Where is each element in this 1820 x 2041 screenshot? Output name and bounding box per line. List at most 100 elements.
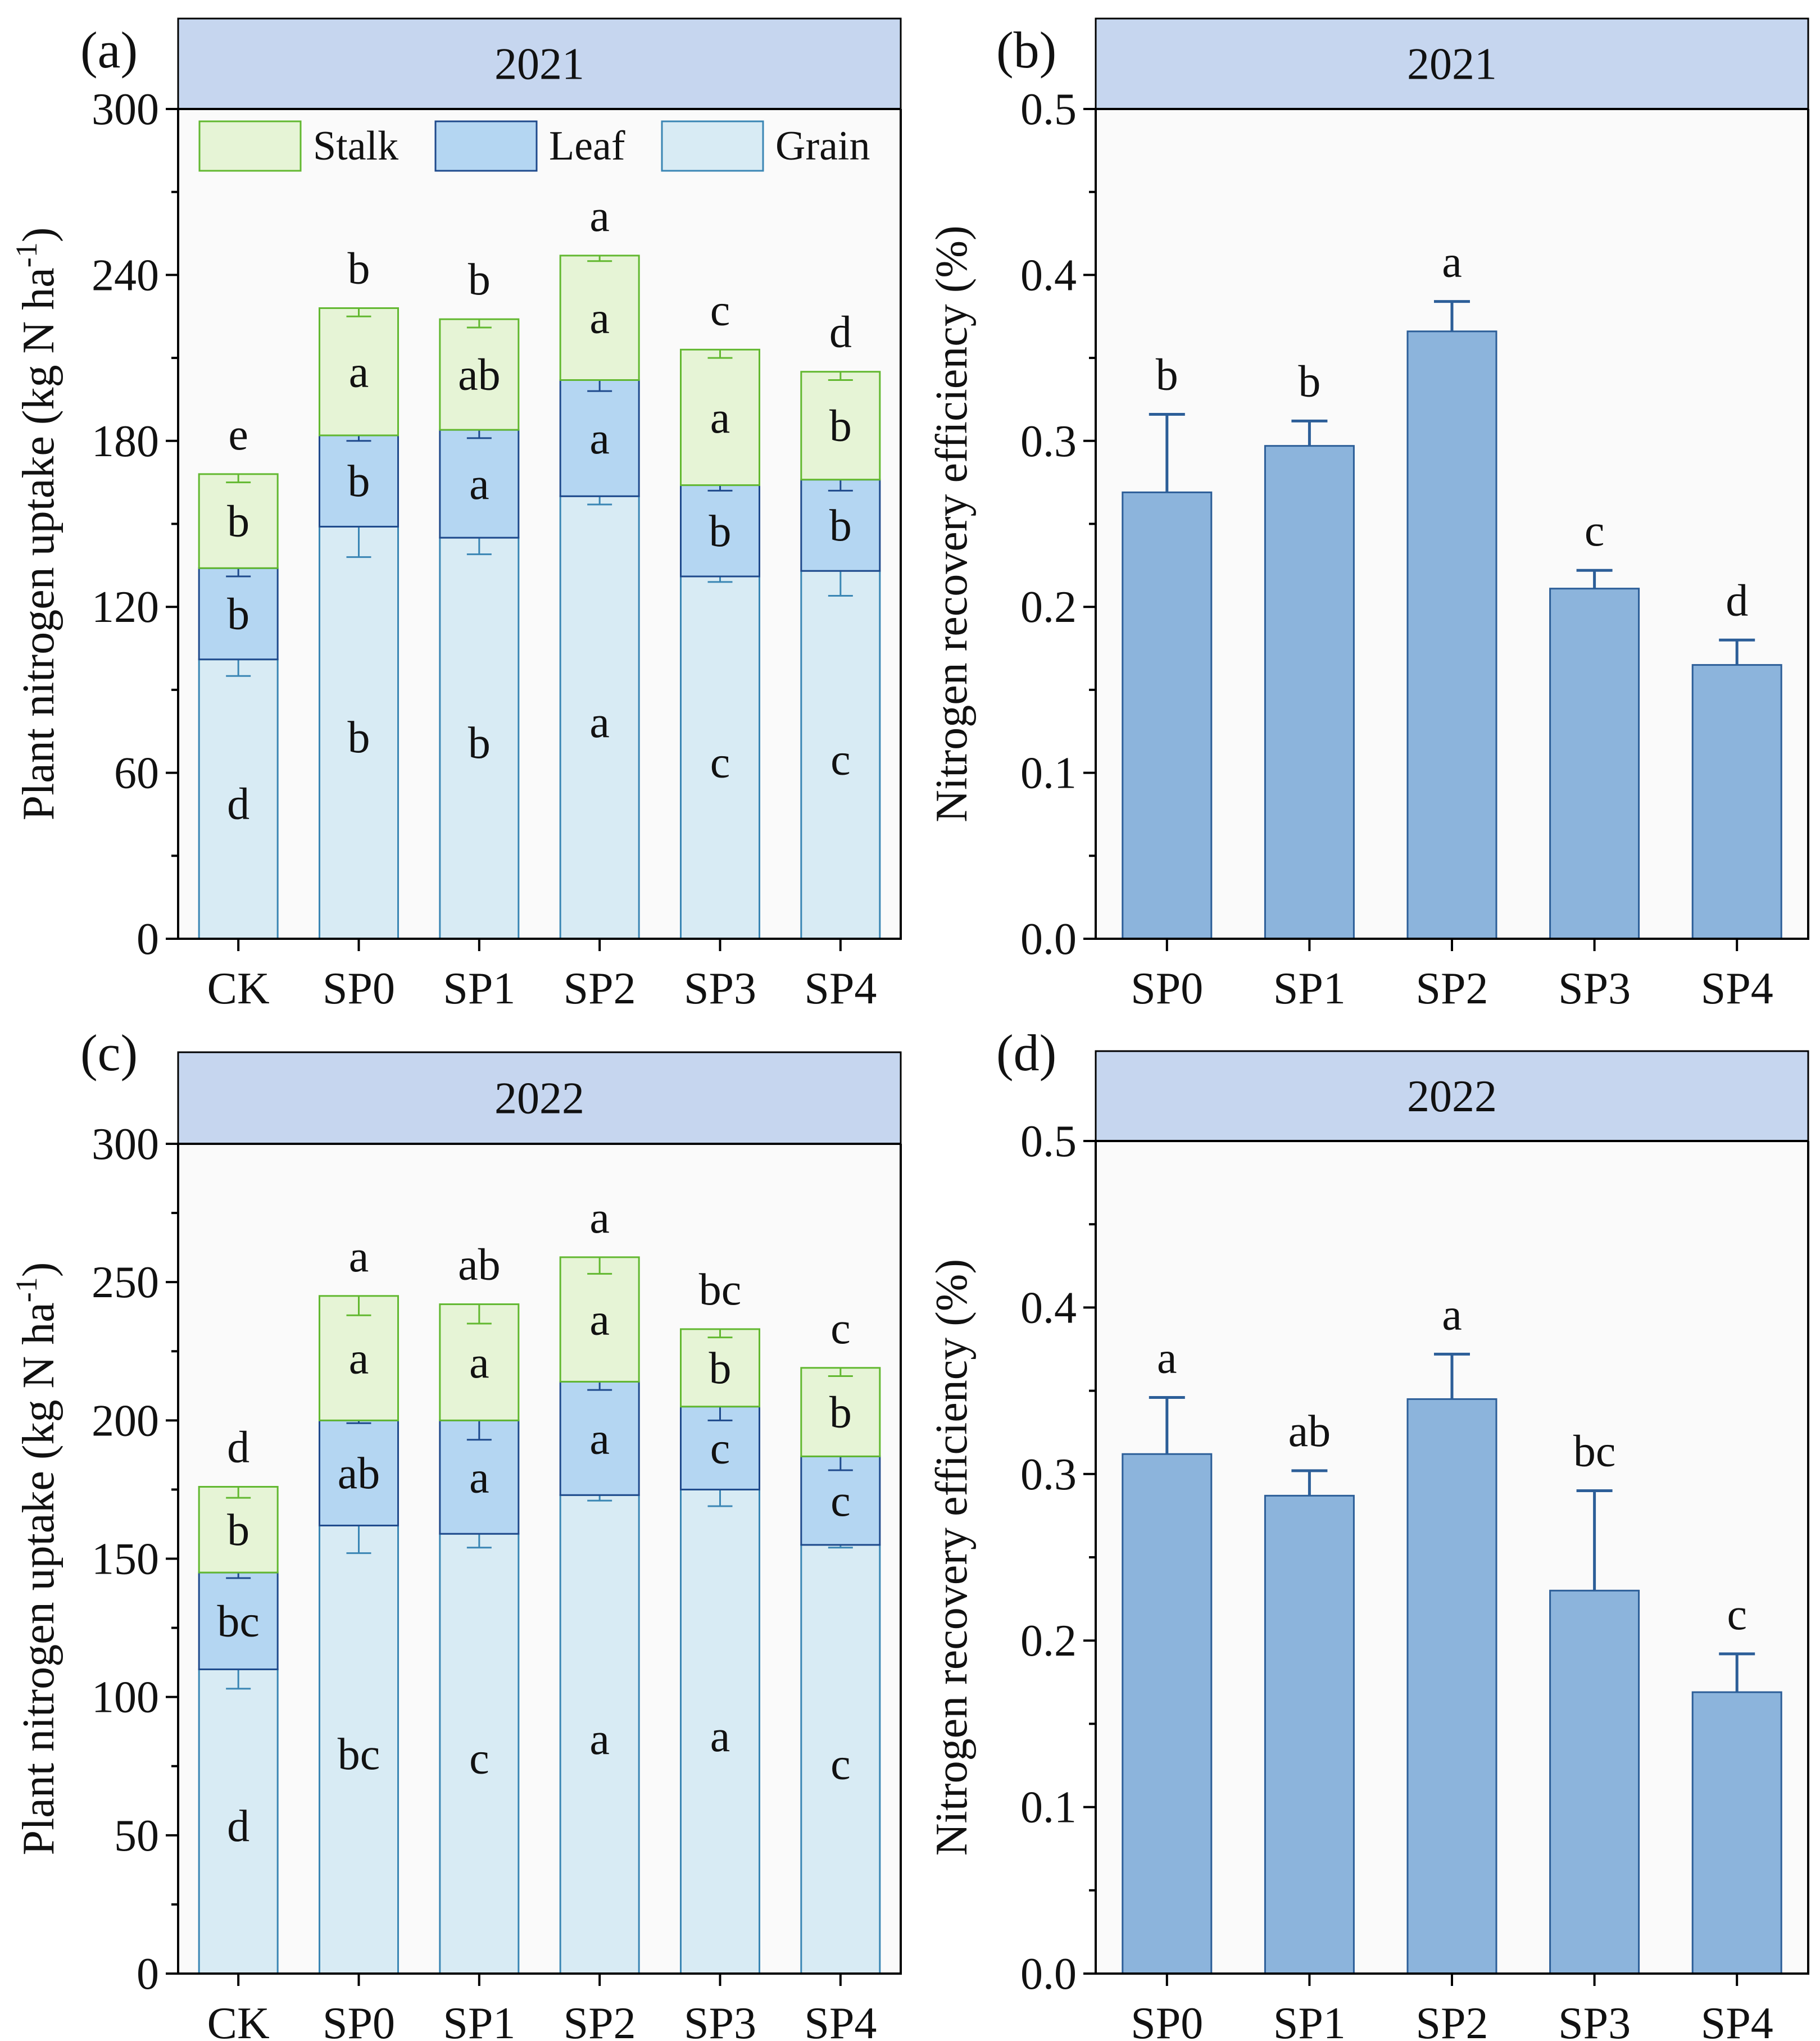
legend-swatch-leaf [434, 120, 538, 172]
x-tick-label: SP2 [1416, 964, 1488, 1013]
x-tick-label: SP3 [1558, 1999, 1631, 2041]
y-tick-label: 120 [92, 583, 159, 632]
total-sig-label: d [227, 1422, 249, 1472]
stalk-sig-label: a [589, 294, 610, 343]
recovery-bar [1122, 491, 1213, 940]
x-tick-label: SP2 [564, 1999, 636, 2041]
y-tick-label: 60 [114, 749, 159, 798]
grain-sig-label: d [227, 779, 249, 829]
x-tick-label: SP3 [1558, 964, 1631, 1013]
grain-sig-label: c [469, 1734, 489, 1784]
y-tick-label: 150 [92, 1535, 159, 1584]
y-tick-label: 300 [92, 85, 159, 134]
leaf-bar [800, 479, 881, 572]
y-tick-label: 0.3 [1020, 417, 1077, 466]
y-tick-label: 200 [92, 1396, 159, 1445]
x-tick-label: CK [207, 1999, 270, 2041]
grain-sig-label: b [468, 719, 491, 768]
grain-bar [198, 658, 279, 940]
stalk-bar [319, 1295, 399, 1421]
sig-label: c [1727, 1590, 1747, 1639]
grain-bar [439, 1533, 520, 1975]
leaf-sig-label: a [469, 460, 489, 509]
strip-label: 2022 [494, 1074, 584, 1124]
stalk-sig-label: a [589, 1295, 610, 1345]
legend-label-leaf: Leaf [549, 123, 625, 169]
legend: Stalk Leaf Grain [198, 120, 870, 172]
x-tick-label: SP3 [684, 1999, 756, 2041]
sig-label: a [1157, 1333, 1177, 1383]
grain-sig-label: b [348, 713, 370, 762]
recovery-bar [1691, 1691, 1782, 1975]
x-tick-label: SP1 [1273, 964, 1346, 1013]
stalk-bar [439, 318, 520, 431]
legend-swatch-stalk [198, 120, 302, 172]
grain-bar [439, 537, 520, 940]
x-tick-label: CK [207, 964, 270, 1013]
leaf-sig-label: b [348, 457, 370, 506]
stalk-sig-label: a [469, 1338, 489, 1388]
x-tick-label: SP0 [323, 1999, 395, 2041]
leaf-sig-label: c [830, 1476, 851, 1526]
stalk-sig-label: b [829, 1388, 852, 1438]
grain-sig-label: c [710, 738, 730, 788]
grain-bar [680, 575, 760, 940]
x-tick-label: SP1 [1273, 1999, 1346, 2041]
grain-sig-label: d [227, 1802, 249, 1851]
grain-bar [800, 570, 881, 940]
grain-bar [319, 525, 399, 940]
x-tick-label: SP1 [443, 964, 515, 1013]
y-tick-label: 0 [137, 915, 159, 964]
panel-c-uptake-2022: 2022 (c) 0 50 100 150 200 250 300 Plant nitrogen … [10, 1024, 902, 2041]
recovery-bar [1549, 1589, 1640, 1975]
stalk-sig-label: b [227, 1506, 249, 1555]
recovery-bar [1406, 330, 1497, 940]
panel-b-recovery-2021: 2021 (b) 0.0 0.1 0.2 0.3 0.4 0.5 Nitrogen recove… [927, 17, 1809, 1013]
grain-bar [559, 495, 640, 940]
strip-label: 2022 [1407, 1072, 1497, 1121]
y-tick-label: 0 [137, 1949, 159, 1999]
sig-label: a [1442, 1290, 1462, 1339]
recovery-bar [1406, 1398, 1497, 1975]
y-axis-title: Nitrogen recovery efficiency (%) [927, 225, 977, 822]
leaf-sig-label: a [469, 1453, 489, 1502]
leaf-sig-label: c [710, 1424, 730, 1474]
legend-label-grain: Grain [775, 123, 870, 169]
plot-area [178, 1144, 901, 1974]
sig-label: b [1298, 357, 1320, 406]
leaf-sig-label: ab [338, 1449, 380, 1498]
leaf-sig-label: b [227, 590, 249, 639]
x-tick-label: SP0 [1131, 1999, 1203, 2041]
leaf-sig-label: a [589, 414, 610, 463]
sig-label: a [1442, 238, 1462, 287]
panel-label: (c) [80, 1024, 138, 1081]
plot-area [178, 109, 901, 939]
stalk-bar [319, 307, 399, 437]
x-tick-label: SP3 [684, 964, 756, 1013]
y-tick-label: 240 [92, 251, 159, 300]
sig-label: b [1156, 351, 1178, 400]
x-tick-label: SP4 [804, 1999, 877, 2041]
total-sig-label: b [468, 255, 491, 304]
leaf-sig-label: b [829, 501, 852, 551]
x-tick-label: SP2 [564, 964, 636, 1013]
grain-bar [559, 1494, 640, 1975]
y-axis-title: Plant nitrogen uptake (kg N ha-1) [10, 1262, 63, 1856]
y-tick-label: 250 [92, 1258, 159, 1307]
total-sig-label: c [710, 285, 730, 335]
leaf-bar [559, 379, 640, 497]
stalk-sig-label: a [710, 393, 730, 443]
strip-header [1095, 1050, 1809, 1142]
recovery-bar [1264, 1494, 1355, 1975]
stalk-bar [800, 371, 881, 481]
total-sig-label: a [349, 1232, 369, 1281]
total-sig-label: b [348, 244, 370, 293]
leaf-bar [198, 1571, 279, 1670]
leaf-sig-label: b [709, 507, 732, 556]
total-sig-label: c [830, 1304, 851, 1353]
stalk-sig-label: ab [458, 351, 501, 400]
leaf-bar [198, 567, 279, 661]
grain-sig-label: a [589, 1715, 610, 1764]
leaf-sig-label: a [589, 1414, 610, 1463]
